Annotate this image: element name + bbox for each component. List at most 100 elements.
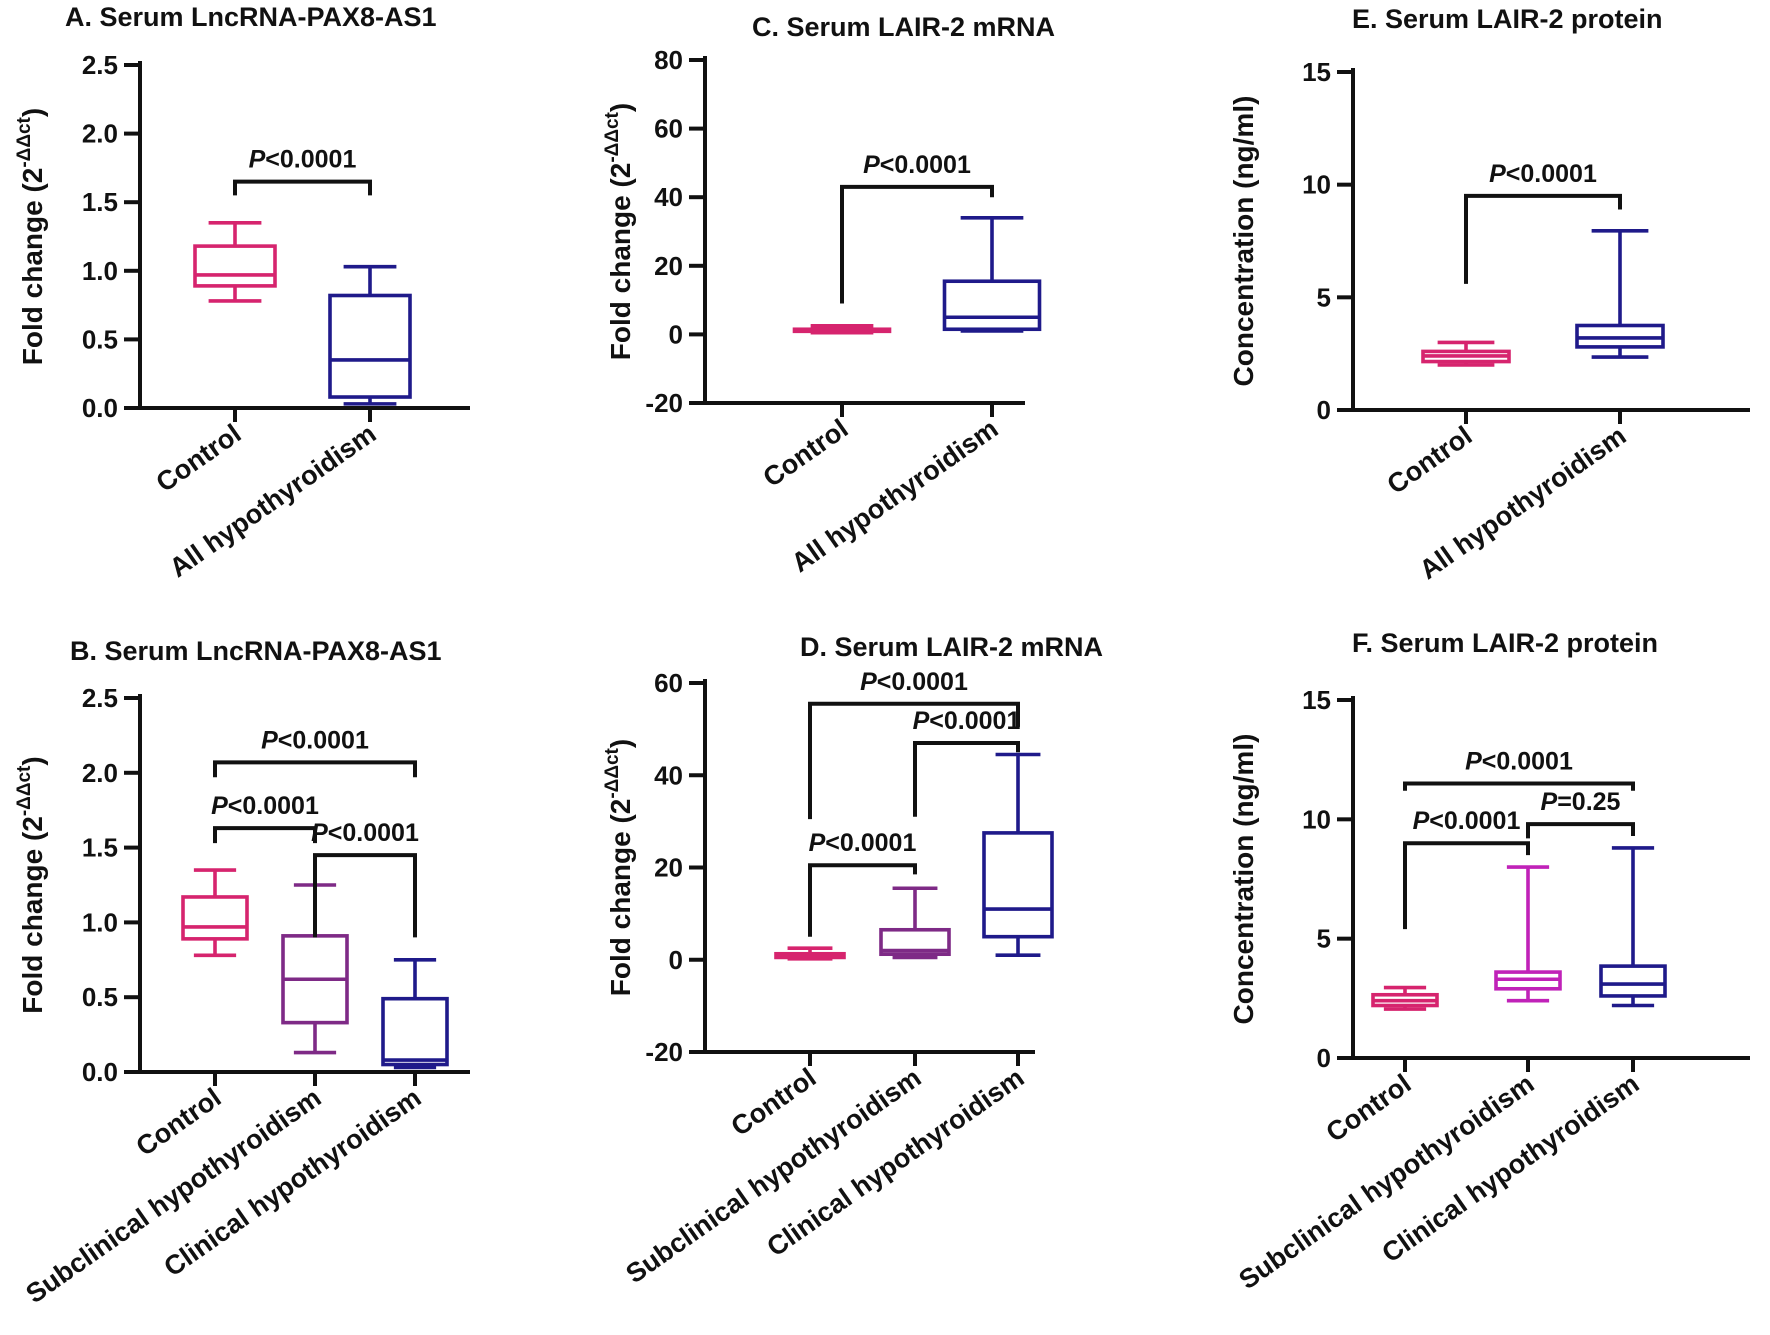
significance-bracket: P<0.0001	[1464, 160, 1622, 284]
y-tick-label: 0.5	[82, 982, 118, 1012]
category-label-control: Control	[1382, 420, 1478, 500]
bracket-line	[840, 184, 994, 304]
significance-bracket: P<0.0001	[213, 726, 417, 778]
iqr-box	[381, 996, 449, 1067]
y-axis-label-text: Fold change (2	[605, 163, 636, 361]
y-tick-label: 0	[669, 319, 683, 349]
y-tick-label: 1.5	[82, 833, 118, 863]
box-all-hypothyroidism	[328, 264, 412, 406]
y-tick-label: 0	[1317, 1043, 1331, 1073]
box-subclinical-hypothyroidism	[281, 883, 349, 1055]
significance-bracket: P<0.0001	[1403, 807, 1530, 930]
significance-bracket: P<0.0001	[840, 151, 994, 304]
p-value-label: P<0.0001	[211, 792, 319, 820]
bracket-line	[213, 826, 317, 844]
significance-bracket: P<0.0001	[311, 819, 419, 938]
y-tick-label: 10	[1302, 170, 1331, 200]
p-symbol: P	[1541, 788, 1558, 816]
y-tick-label: 20	[654, 853, 683, 883]
box-clinical-hypothyroidism	[982, 752, 1054, 957]
p-symbol: P	[211, 792, 228, 820]
y-axis-label: Fold change (2-ΔΔct)	[14, 756, 48, 1013]
significance-bracket: P<0.0001	[913, 707, 1021, 817]
panel-title: E. Serum LAIR-2 protein	[1352, 4, 1663, 34]
panel-title: B. Serum LncRNA-PAX8-AS1	[70, 636, 442, 666]
y-axis-label-superscript: -ΔΔct	[602, 111, 623, 162]
panel-title: F. Serum LAIR-2 protein	[1352, 628, 1658, 658]
bracket-line	[808, 863, 917, 937]
p-value-text: <0.0001	[929, 707, 1020, 735]
bracket-line	[1526, 822, 1635, 839]
p-value-label: P<0.0001	[809, 829, 917, 857]
p-value-label: P=0.25	[1541, 788, 1621, 816]
p-value-text: <0.0001	[228, 792, 319, 820]
significance-bracket: P<0.0001	[233, 146, 372, 196]
p-symbol: P	[863, 151, 880, 179]
bracket-line	[213, 760, 417, 778]
y-axis-label-superscript: -ΔΔct	[602, 747, 623, 798]
y-tick-label: 60	[654, 114, 683, 144]
p-value-label: P<0.0001	[261, 726, 369, 754]
bracket-line	[1464, 193, 1622, 284]
box-control	[193, 220, 277, 303]
p-value-text: <0.0001	[880, 151, 971, 179]
box-control	[181, 868, 249, 958]
p-value-text: <0.0001	[1482, 748, 1573, 776]
panel-d: D. Serum LAIR-2 mRNA -20 0 20 40 60 Fold chang…	[602, 632, 1103, 1289]
category-label-control: Control	[151, 418, 247, 498]
bracket-line	[1403, 841, 1530, 930]
y-tick-label: 5	[1317, 282, 1331, 312]
y-tick-label: 80	[654, 45, 683, 75]
y-tick-label: 2.0	[82, 758, 118, 788]
box-control	[1421, 340, 1511, 367]
category-label-control: Control	[758, 413, 854, 493]
bracket-line	[808, 701, 1020, 820]
y-axis-label-text: Fold change (2	[17, 168, 48, 366]
y-axis-label-superscript: -ΔΔct	[14, 116, 35, 167]
p-symbol: P	[261, 726, 278, 754]
y-tick-label: 20	[654, 251, 683, 281]
y-axis-label-end: )	[605, 103, 636, 112]
y-tick-label: 0.5	[82, 324, 118, 354]
p-value-text: <0.0001	[1506, 160, 1597, 188]
y-tick-label: 60	[654, 668, 683, 698]
p-symbol: P	[809, 829, 826, 857]
p-symbol: P	[913, 707, 930, 735]
p-value-label: P<0.0001	[863, 151, 971, 179]
y-axis-label: Fold change (2-ΔΔct)	[602, 739, 636, 996]
y-tick-label: -20	[645, 388, 683, 418]
y-tick-label: 15	[1302, 57, 1331, 87]
iqr-box	[328, 293, 412, 399]
panel-a: A. Serum LncRNA-PAX8-AS1 0.0 0.5 1.0 1.5 2.0 2…	[14, 2, 470, 583]
bracket-line	[1403, 781, 1635, 791]
y-tick-label: 10	[1302, 804, 1331, 834]
y-axis-label-text: Fold change (2	[17, 816, 48, 1014]
iqr-box	[193, 244, 277, 288]
y-tick-label: 40	[654, 760, 683, 790]
p-value-text: <0.0001	[265, 146, 356, 174]
iqr-box	[942, 279, 1042, 332]
p-value-label: P<0.0001	[1489, 160, 1597, 188]
bracket-line	[233, 179, 372, 196]
y-axis-label-superscript: -ΔΔct	[14, 765, 35, 816]
y-tick-label: 15	[1302, 685, 1331, 715]
p-symbol: P	[249, 146, 266, 174]
iqr-box	[1599, 964, 1667, 998]
y-tick-label: 0.0	[82, 393, 118, 423]
y-axis-label-text: Fold change (2	[605, 799, 636, 997]
y-tick-label: 0	[669, 945, 683, 975]
p-value-text: <0.0001	[877, 668, 968, 696]
iqr-box	[982, 831, 1054, 939]
p-value-label: P<0.0001	[913, 707, 1021, 735]
y-tick-label: 1.5	[82, 187, 118, 217]
box-subclinical-hypothyroidism	[879, 886, 951, 960]
y-tick-label: 0	[1317, 395, 1331, 425]
p-value-label: P<0.0001	[1413, 807, 1521, 835]
p-symbol: P	[860, 668, 877, 696]
y-tick-label: 1.0	[82, 907, 118, 937]
category-label-control: Control	[726, 1062, 822, 1142]
panel-title: D. Serum LAIR-2 mRNA	[800, 632, 1103, 662]
panel-b: B. Serum LncRNA-PAX8-AS1 0.0 0.5 1.0 1.5 2.0 2…	[14, 636, 470, 1309]
box-clinical-hypothyroidism	[1599, 846, 1667, 1008]
